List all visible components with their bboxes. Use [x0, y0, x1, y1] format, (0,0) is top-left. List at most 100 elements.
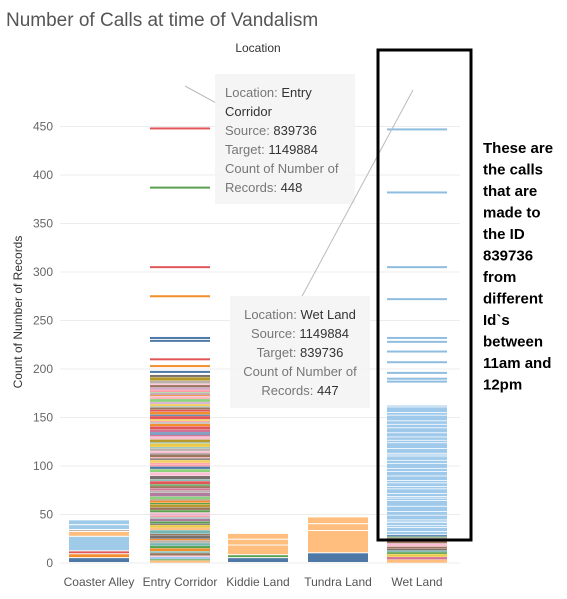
bar-segment	[150, 433, 210, 435]
bar-segment	[150, 392, 210, 394]
bar-segment	[308, 553, 368, 562]
bar-segment	[308, 530, 368, 553]
bar-segment	[150, 560, 210, 563]
tooltip-line: Target: 1149884	[225, 142, 318, 157]
bar-segment	[387, 340, 447, 343]
category-label: Entry Corridor	[143, 575, 218, 589]
tooltip-value: 1149884	[268, 142, 318, 157]
bar-segment	[387, 515, 447, 520]
annotation: These are the calls that are made to the ID 8…	[376, 48, 553, 542]
bar-segment	[387, 549, 447, 551]
bar-segment	[150, 442, 210, 444]
tooltip-key: Target:	[225, 142, 268, 157]
bar-segment	[150, 540, 210, 543]
category-labels: Coaster Alley Entry Corridor Kiddie Land Tu…	[64, 575, 443, 589]
bars	[69, 127, 447, 563]
bar-segment	[387, 377, 447, 380]
bar-segment	[387, 361, 447, 364]
bar-segment	[69, 554, 129, 558]
bar-segment	[150, 460, 210, 463]
bar-segment	[387, 371, 447, 374]
tooltip-key: Count of Number of	[225, 161, 339, 176]
bar-segment	[150, 423, 210, 427]
bar-segment	[387, 298, 447, 301]
tooltip-value: 1149884	[299, 326, 349, 341]
bar-segment	[387, 448, 447, 453]
tooltip-line: Records: 447	[261, 383, 338, 398]
bar-segment	[150, 387, 210, 390]
bar-segment	[150, 414, 210, 416]
category-label: Coaster Alley	[64, 575, 135, 589]
bar-segment	[150, 504, 210, 508]
tooltip-line: Records: 448	[225, 180, 302, 195]
bar-segment	[69, 530, 129, 531]
bar-segment	[308, 524, 368, 530]
bar-segment	[150, 553, 210, 556]
tooltip-line: Count of Number of	[225, 161, 339, 176]
annotation-line: from	[483, 269, 516, 286]
bar-segment	[150, 409, 210, 412]
highlight-box	[376, 48, 473, 542]
bar-segment	[150, 406, 210, 408]
tooltip-key: Count of Number of	[243, 364, 357, 379]
bar-segment	[150, 488, 210, 491]
bar-segment	[387, 428, 447, 433]
bar-segment	[150, 404, 210, 407]
bar-segment	[150, 555, 210, 557]
bar-segment	[150, 266, 210, 269]
bar-segment	[69, 531, 129, 536]
bar-segment	[150, 502, 210, 505]
bar-segment	[150, 535, 210, 539]
bar-segment	[150, 439, 210, 443]
bar-segment	[150, 521, 210, 524]
tooltip-line: Corridor	[225, 104, 273, 119]
bar-segment	[387, 511, 447, 515]
bar-segment	[150, 390, 210, 393]
tooltip-key: Target:	[257, 345, 300, 360]
bar-segment	[387, 453, 447, 455]
bar-segment	[387, 526, 447, 528]
bar-segment	[228, 545, 288, 555]
bar-segment	[69, 551, 129, 554]
tooltip-leader-line	[299, 89, 414, 301]
y-tick-label: 200	[33, 362, 53, 376]
bar-segment	[150, 512, 210, 514]
bar-segment	[150, 530, 210, 534]
bar-segment	[228, 533, 288, 539]
bar-segment	[150, 490, 210, 493]
y-tick-label: 300	[33, 265, 53, 279]
bar-segment	[387, 480, 447, 483]
bar-segment	[69, 525, 129, 530]
tooltip-key: Records:	[261, 383, 317, 398]
tooltip-line: Count of Number of	[243, 364, 357, 379]
bar-segment	[387, 496, 447, 498]
annotation-line: between	[483, 334, 543, 351]
bar-segment	[387, 421, 447, 424]
bar-segment	[387, 415, 447, 421]
bar-segment	[150, 507, 210, 510]
bar-segment	[387, 380, 447, 383]
bar-segment	[150, 479, 210, 481]
bar-segment	[387, 128, 447, 131]
bar-segment	[150, 436, 210, 440]
bar-segment	[387, 433, 447, 437]
tooltip-box	[215, 74, 355, 204]
bar-segment	[150, 464, 210, 467]
tooltip-line: Target: 839736	[257, 345, 344, 360]
bar-segment	[150, 422, 210, 424]
tooltip-key: Records:	[225, 180, 281, 195]
bar-segment	[150, 484, 210, 486]
bar-segment	[150, 457, 210, 459]
bar-segment	[387, 460, 447, 463]
annotation-line: Id`s	[483, 312, 510, 329]
bar-segment	[387, 424, 447, 428]
bar-segment	[150, 481, 210, 485]
bar-segment	[387, 266, 447, 269]
bar-segment	[387, 535, 447, 537]
bar-segment	[150, 443, 210, 447]
bar-segment	[150, 492, 210, 497]
bar-segment	[150, 447, 210, 449]
bar-segment	[150, 426, 210, 430]
bar-segment	[387, 486, 447, 489]
